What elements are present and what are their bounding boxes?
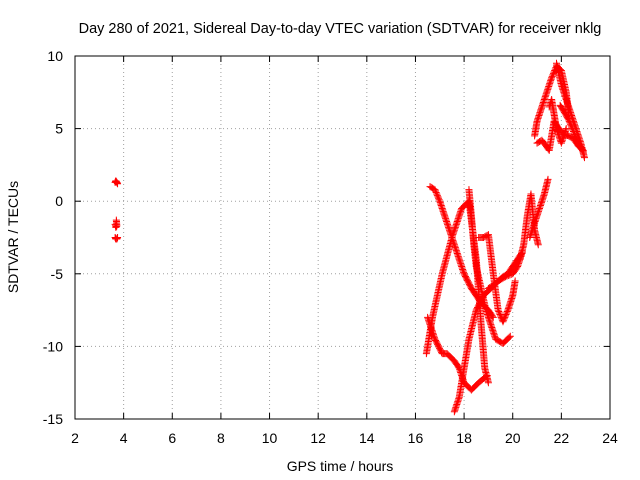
data-point (505, 333, 513, 341)
data-point (495, 308, 503, 316)
data-point (434, 193, 442, 201)
data-point (579, 148, 587, 156)
data-point (567, 122, 575, 130)
data-point (114, 234, 122, 241)
data-point (549, 69, 557, 77)
axis-ticks (74, 55, 611, 420)
x-tick-label: 18 (456, 430, 472, 446)
data-point (573, 135, 581, 143)
series-sat-j (484, 248, 526, 292)
x-tick-label: 10 (262, 430, 278, 446)
data-point (573, 136, 581, 144)
data-point (431, 186, 439, 194)
y-tick-label: -10 (43, 338, 63, 354)
x-tick-label: 14 (359, 430, 375, 446)
data-point (483, 371, 491, 379)
series-sat-f (426, 183, 497, 321)
data-point (568, 125, 576, 133)
data-point (565, 117, 573, 125)
chart-title: Day 280 of 2021, Sidereal Day-to-day VTE… (79, 21, 602, 37)
series-sat-b (111, 216, 121, 231)
y-tick-label: 5 (55, 121, 63, 137)
data-point (548, 74, 556, 82)
data-point (112, 216, 120, 224)
data-point (562, 125, 570, 133)
data-point (565, 116, 573, 124)
series-sat-h (465, 186, 514, 347)
y-tick-labels: -15 -10 -5 0 5 10 (43, 48, 63, 427)
x-tick-label: 8 (217, 430, 225, 446)
y-tick-label: -15 (43, 411, 63, 427)
data-point (502, 310, 510, 318)
series-sat-i (475, 231, 519, 326)
data-point (566, 120, 574, 128)
data-point (494, 306, 502, 314)
data-point (572, 133, 580, 141)
x-tick-labels: 2 4 6 8 10 12 14 16 18 20 22 24 (71, 430, 618, 446)
data-point (579, 147, 587, 155)
y-axis-label: SDTVAR / TECUs (5, 181, 21, 293)
series-sat-a (111, 177, 122, 188)
data-point (511, 277, 519, 285)
data-point (501, 312, 509, 320)
x-tick-label: 20 (505, 430, 521, 446)
series-sat-q (556, 101, 587, 156)
data-point (580, 154, 588, 162)
x-tick-label: 2 (71, 430, 79, 446)
data-point (503, 308, 511, 316)
data-point (534, 241, 542, 249)
y-tick-label: -5 (51, 266, 64, 282)
data-point (570, 129, 578, 137)
series-sat-l (526, 175, 552, 241)
data-points (111, 59, 588, 416)
series-sat-c (111, 234, 122, 243)
data-point (499, 318, 507, 326)
y-tick-label: 0 (55, 193, 63, 209)
data-point (549, 71, 557, 79)
data-point (571, 132, 579, 140)
data-point (568, 123, 576, 131)
x-tick-label: 6 (168, 430, 176, 446)
data-point (503, 309, 511, 317)
data-point (435, 194, 443, 202)
grid (75, 56, 610, 419)
data-point (484, 379, 492, 387)
data-point (506, 332, 514, 340)
data-point (432, 187, 440, 195)
data-point (544, 175, 552, 183)
data-point (432, 188, 440, 196)
data-point (571, 130, 579, 138)
y-tick-label: 10 (47, 48, 63, 64)
data-point (114, 180, 122, 188)
data-point (548, 72, 556, 80)
data-point (433, 190, 441, 198)
data-point (570, 128, 578, 136)
data-point (550, 68, 558, 76)
x-tick-label: 22 (554, 430, 570, 446)
data-point (433, 191, 441, 199)
plot-frame (74, 55, 611, 420)
series-sat-k (516, 190, 542, 263)
data-point (496, 310, 504, 318)
data-point (482, 372, 490, 380)
data-point (500, 316, 508, 324)
x-tick-label: 12 (310, 430, 326, 446)
x-tick-label: 16 (408, 430, 424, 446)
data-point (569, 126, 577, 134)
x-tick-label: 4 (120, 430, 128, 446)
data-point (501, 313, 509, 321)
data-point (495, 309, 503, 317)
data-point (435, 196, 443, 204)
data-point (500, 315, 508, 323)
data-point (566, 119, 574, 127)
series-sat-p (545, 96, 570, 147)
x-tick-label: 24 (602, 430, 618, 446)
x-axis-label: GPS time / hours (287, 458, 394, 474)
